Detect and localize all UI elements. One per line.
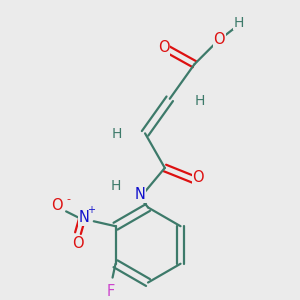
Text: H: H xyxy=(110,179,121,193)
Text: H: H xyxy=(111,127,122,141)
Text: O: O xyxy=(193,170,204,185)
Text: O: O xyxy=(72,236,84,250)
Text: N: N xyxy=(135,187,146,202)
Text: H: H xyxy=(234,16,244,30)
Text: F: F xyxy=(106,284,115,299)
Text: O: O xyxy=(51,198,63,213)
Text: H: H xyxy=(194,94,205,108)
Text: O: O xyxy=(213,32,225,47)
Text: -: - xyxy=(66,194,70,205)
Text: N: N xyxy=(79,210,89,225)
Text: +: + xyxy=(87,206,95,215)
Text: O: O xyxy=(158,40,169,55)
